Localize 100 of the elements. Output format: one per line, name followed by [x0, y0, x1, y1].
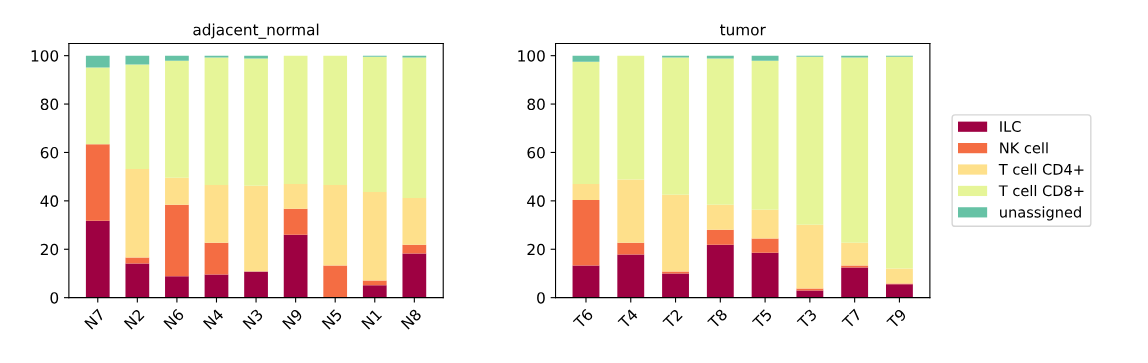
bar	[283, 55, 308, 184]
bar	[125, 168, 150, 258]
bar	[796, 56, 824, 225]
x-tick-label: N2	[123, 308, 145, 330]
bar	[617, 55, 645, 180]
y-tick-label: 100	[518, 50, 545, 62]
bar	[165, 204, 189, 277]
y-tick-label: 0	[537, 292, 545, 304]
bar	[204, 274, 229, 298]
bar	[617, 254, 645, 298]
bar	[125, 257, 150, 264]
legend-label: T cell CD4+	[998, 163, 1084, 175]
x-tick-label: T8	[707, 308, 728, 330]
x-tick-label: T2	[662, 308, 683, 330]
bar	[841, 242, 869, 266]
bar	[323, 184, 348, 266]
x-tick-label: T5	[751, 308, 773, 330]
x-tick-label: N8	[400, 308, 422, 330]
y-tick-label: 20	[40, 243, 59, 256]
bar	[283, 208, 308, 235]
chart-title: tumor	[720, 24, 766, 36]
bar	[204, 184, 229, 243]
bar	[886, 284, 913, 298]
x-tick-label: N6	[163, 308, 185, 330]
bar	[751, 55, 779, 61]
bar	[165, 276, 189, 298]
x-tick-label: T3	[796, 308, 818, 330]
bar	[362, 285, 387, 298]
bar	[323, 265, 348, 298]
y-tick-label: 80	[40, 98, 59, 111]
bar	[402, 244, 427, 254]
y-tick-label: 0	[50, 292, 59, 304]
x-tick-label: T4	[617, 308, 639, 330]
bar	[402, 197, 427, 245]
bar	[751, 252, 779, 298]
bar	[125, 64, 150, 169]
bar	[85, 55, 110, 68]
bar	[165, 60, 189, 178]
bar	[751, 60, 779, 210]
bar	[244, 58, 268, 186]
y-tick-label: 40	[527, 195, 545, 207]
bar	[662, 57, 689, 195]
bar	[204, 242, 229, 275]
bar	[165, 55, 189, 61]
x-tick-label: N1	[361, 308, 382, 330]
bar	[362, 56, 387, 192]
bar	[886, 268, 913, 284]
y-tick-label: 80	[527, 98, 545, 111]
bar	[706, 204, 734, 230]
bar	[617, 179, 645, 243]
chart-title: adjacent_normal	[193, 23, 319, 39]
x-tick-label: N9	[281, 308, 304, 330]
bar	[244, 55, 268, 59]
y-tick-label: 40	[40, 195, 59, 207]
bar	[796, 224, 824, 289]
y-tick-label: 60	[527, 146, 545, 159]
x-tick-label: T6	[572, 308, 594, 330]
legend-label: ILC	[1000, 121, 1021, 133]
bar	[751, 209, 779, 239]
bar	[85, 67, 110, 145]
bar	[283, 234, 308, 298]
bar	[572, 55, 600, 62]
bar	[165, 177, 189, 205]
bar	[85, 220, 110, 298]
bar	[244, 185, 268, 272]
bar	[662, 194, 689, 272]
bar	[323, 55, 348, 185]
bar	[841, 267, 869, 298]
x-tick-label: N5	[321, 308, 343, 330]
bar	[125, 263, 150, 298]
bar	[125, 55, 150, 65]
x-tick-label: T9	[886, 308, 908, 330]
bar	[796, 290, 824, 298]
bar	[402, 253, 427, 298]
x-tick-label: N4	[202, 308, 225, 330]
bar	[572, 61, 600, 184]
bar	[706, 229, 734, 245]
bar	[283, 183, 308, 209]
bar	[572, 199, 600, 266]
legend-label: T cell CD8+	[998, 184, 1084, 197]
bar	[85, 144, 110, 221]
bar	[886, 56, 913, 269]
legend-label: NK cell	[1000, 142, 1048, 154]
bar	[204, 57, 229, 185]
bar	[572, 265, 600, 298]
bar	[617, 242, 645, 255]
bar	[706, 55, 734, 59]
legend-label: unassigned	[1000, 206, 1081, 221]
bar	[841, 57, 869, 243]
bar	[402, 57, 427, 198]
bar	[751, 238, 779, 253]
y-tick-label: 60	[40, 146, 59, 159]
x-tick-label: T7	[841, 308, 862, 330]
bar	[362, 280, 387, 286]
bar	[572, 183, 600, 200]
bar	[706, 244, 734, 298]
y-tick-label: 100	[31, 50, 59, 62]
x-tick-label: N3	[242, 308, 264, 330]
bar	[244, 271, 268, 298]
bar	[362, 191, 387, 281]
